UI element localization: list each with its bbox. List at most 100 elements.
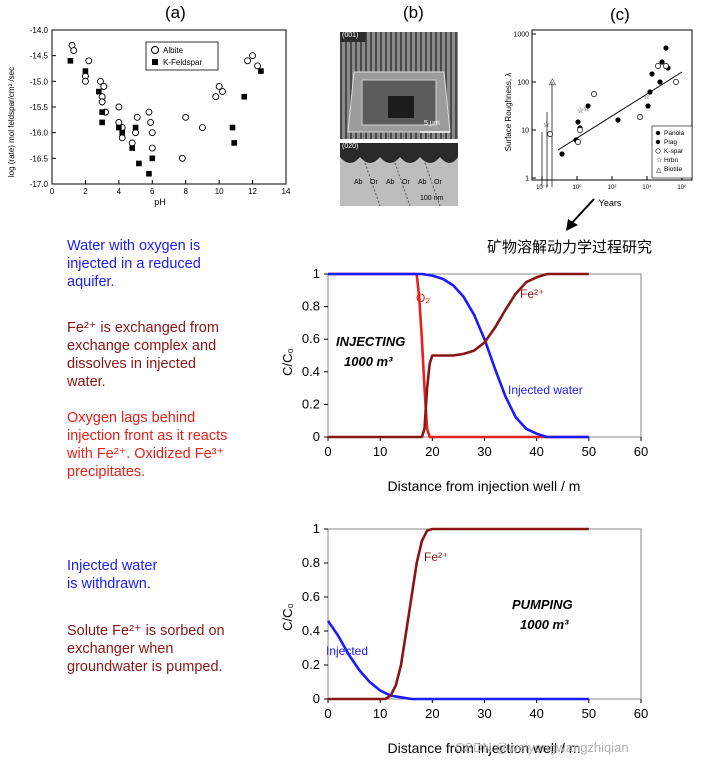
series-line-1 <box>328 272 589 439</box>
panel-a-plot: -14.0 -14.5 -15.0 -15.5 -16.0 -16.5 -17.0 0 2 4 6… <box>7 26 291 207</box>
series-line-2 <box>328 272 589 439</box>
kfeldspar-point <box>132 124 139 131</box>
y-tick-label: 0.6 <box>302 589 320 604</box>
sem-image-top: (001) 5 µm <box>340 32 458 139</box>
panel-c-ytick: 1 <box>525 176 529 183</box>
panel-c-xtick: 10⁶ <box>677 184 687 191</box>
panel-a-ytick: -16.5 <box>30 154 49 163</box>
panel-a-xtick: 12 <box>248 187 257 196</box>
kfeldspar-point <box>129 145 136 151</box>
note-inject-1: Water with oxygen is injected in a reduc… <box>67 238 201 290</box>
plag-point <box>645 103 651 109</box>
panel-c-ytick: 100 <box>517 80 529 87</box>
kfeldspar-point <box>119 129 125 136</box>
albite-point <box>244 57 252 65</box>
y-tick-label: 0.4 <box>302 364 320 379</box>
albite-point <box>100 83 108 90</box>
y-tick-label: 0 <box>313 429 320 444</box>
injecting-chart: 0 10 20 30 40 50 60 0 0.2 0.4 0.6 0.8 1 Distance fro… <box>280 266 648 494</box>
y-tick-label: 0 <box>313 691 320 706</box>
panel-a-xlabel: pH <box>154 197 166 207</box>
phase-label: Or <box>434 179 442 186</box>
hrbn-point: ☆ <box>583 104 590 113</box>
panel-a-ytick: -17.0 <box>30 180 49 189</box>
panel-a-xtick: 0 <box>50 187 55 196</box>
kspar-point <box>663 63 669 69</box>
phase-label: Or <box>370 179 378 186</box>
albite-point <box>198 124 206 131</box>
y-tick-label: 0.6 <box>302 331 320 346</box>
phase-label: Or <box>402 179 410 186</box>
hrbn-point: ☆ <box>543 120 550 129</box>
kspar-point <box>655 63 661 69</box>
x-tick-label: 50 <box>582 444 596 459</box>
x-tick-label: 60 <box>634 706 648 721</box>
plag-point <box>663 45 669 51</box>
x-tick-label: 20 <box>425 706 439 721</box>
kfeldspar-point <box>116 124 122 131</box>
albite-point <box>97 77 104 85</box>
kfeldspar-point <box>231 140 237 146</box>
panel-a-xtick: 10 <box>215 187 224 196</box>
svg-text:☆: ☆ <box>656 156 662 164</box>
panel-a-xtick: 4 <box>117 187 122 196</box>
pumping-ylabel: C/C₀ <box>280 603 295 631</box>
plag-point <box>575 119 581 125</box>
albite-point <box>128 139 136 147</box>
sem-top-tag: (001) <box>342 32 359 39</box>
x-tick-label: 0 <box>324 706 331 721</box>
albite-point <box>85 57 93 65</box>
kspar-point <box>577 127 583 133</box>
albite-point <box>148 129 156 137</box>
y-tick-label: 0.4 <box>302 623 320 638</box>
legend-kspar: K-spar <box>664 148 684 155</box>
plag-point <box>657 79 663 85</box>
albite-point <box>212 93 220 101</box>
panel-a-ylabel: log (rate) mol feldspar/cm² /sec <box>7 67 16 177</box>
x-tick-label: 50 <box>582 706 596 721</box>
albite-point <box>254 62 262 70</box>
kfeldspar-point <box>99 109 105 115</box>
panel-label-b: (b) <box>403 3 424 22</box>
series-line-0 <box>326 620 589 701</box>
series-label-fe: Fe²⁺ <box>520 287 544 301</box>
watermark: CSDN @weiyongwangzhiqian <box>455 740 629 755</box>
note-pump-1: Injected water is withdrawn. <box>67 558 158 592</box>
albite-point <box>182 113 190 121</box>
panel-c-xlabel: Years <box>599 198 622 208</box>
kspar-point <box>575 139 581 145</box>
kfeldspar-point <box>67 58 74 64</box>
panel-a-ytick: -15.5 <box>30 103 49 112</box>
x-tick-label: 10 <box>373 706 387 721</box>
panel-c-ylabel: Surface Roughness, λ <box>504 73 513 152</box>
y-tick-label: 1 <box>313 266 320 281</box>
plag-point <box>585 103 591 109</box>
albite-point <box>145 108 153 116</box>
y-tick-label: 0.8 <box>302 555 320 570</box>
panel-a-ytick: -14.5 <box>30 52 49 61</box>
y-tick-label: 0.8 <box>302 299 320 314</box>
x-tick-label: 10 <box>373 444 387 459</box>
kspar-point <box>637 114 643 120</box>
x-tick-label: 0 <box>324 444 331 459</box>
panel-c-xtick: 10² <box>608 185 617 191</box>
series-line-0 <box>328 272 589 439</box>
legend-panola: Panola <box>664 130 685 137</box>
kfeldspar-point <box>146 170 152 177</box>
y-tick-label: 1 <box>313 521 320 536</box>
albite-point <box>132 129 140 137</box>
albite-point <box>178 154 186 162</box>
albite-point <box>70 47 78 54</box>
series-label-injected: Injected <box>326 644 368 658</box>
series-label-injected-water: Injected water <box>508 383 583 397</box>
kspar-point <box>673 79 679 85</box>
note-inject-3: Oxygen lags behind injection front as it… <box>67 410 228 480</box>
panel-a-ytick: -14.0 <box>30 26 49 35</box>
panel-c-xtick: 10⁰ <box>572 184 582 191</box>
arrow-icon <box>566 198 595 231</box>
albite-point <box>133 113 141 121</box>
legend-plag: Plag <box>664 139 677 146</box>
series-line-1 <box>328 527 589 701</box>
pumping-title-2: 1000 m³ <box>520 617 569 632</box>
kfeldspar-point <box>136 160 142 167</box>
